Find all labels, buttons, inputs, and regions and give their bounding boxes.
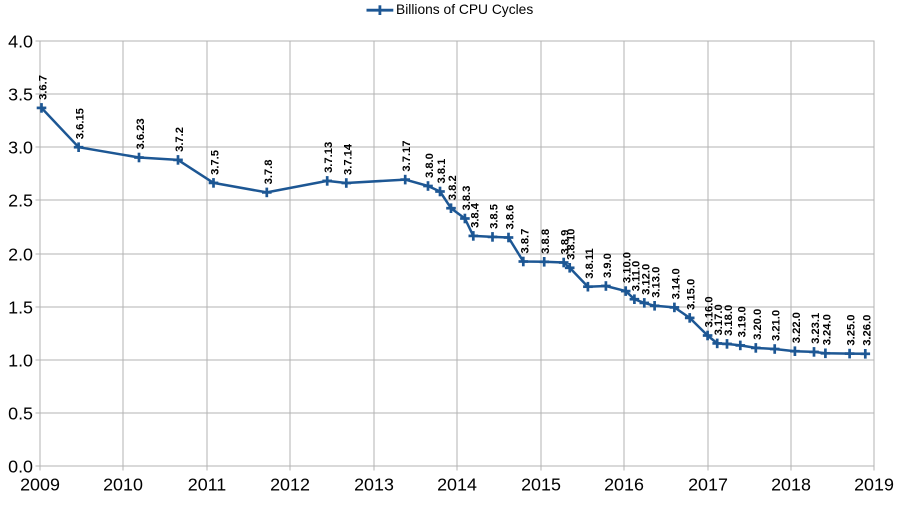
svg-text:3.9.0: 3.9.0 [602,253,614,278]
svg-text:3.0: 3.0 [8,138,33,158]
svg-text:Billions of CPU Cycles: Billions of CPU Cycles [396,2,533,17]
svg-text:3.22.0: 3.22.0 [791,312,803,343]
svg-text:2016: 2016 [604,474,644,494]
svg-text:3.8.3: 3.8.3 [461,186,473,211]
svg-text:1.5: 1.5 [8,298,33,318]
svg-text:2019: 2019 [854,474,894,494]
svg-text:3.12.0: 3.12.0 [640,264,652,295]
svg-text:3.5: 3.5 [8,85,33,105]
svg-text:0.0: 0.0 [8,457,33,477]
svg-text:3.17.0: 3.17.0 [713,304,725,335]
svg-text:3.14.0: 3.14.0 [670,268,682,299]
svg-text:3.8.1: 3.8.1 [436,159,448,184]
svg-text:3.21.0: 3.21.0 [771,310,783,341]
svg-text:2011: 2011 [188,474,227,494]
svg-text:3.25.0: 3.25.0 [846,314,858,345]
svg-text:3.7.2: 3.7.2 [174,127,186,152]
svg-text:3.6.23: 3.6.23 [135,118,147,149]
svg-text:3.8.10: 3.8.10 [566,229,578,260]
svg-text:3.8.0: 3.8.0 [424,153,436,178]
svg-text:3.8.6: 3.8.6 [505,205,517,230]
svg-text:0.5: 0.5 [8,404,33,424]
svg-text:1.0: 1.0 [8,351,33,371]
svg-text:3.26.0: 3.26.0 [861,315,873,346]
svg-text:2.5: 2.5 [8,191,33,211]
svg-text:2010: 2010 [103,474,143,494]
svg-text:3.7.5: 3.7.5 [210,150,222,175]
svg-text:2014: 2014 [437,474,477,494]
svg-text:3.7.14: 3.7.14 [342,143,354,175]
svg-text:3.7.13: 3.7.13 [323,142,335,173]
svg-text:2018: 2018 [771,474,811,494]
svg-text:3.8.2: 3.8.2 [447,175,459,200]
svg-text:3.8.8: 3.8.8 [540,229,552,254]
svg-text:2017: 2017 [688,474,728,494]
svg-text:2.0: 2.0 [8,245,33,265]
svg-text:3.8.5: 3.8.5 [489,204,501,229]
svg-text:2015: 2015 [521,474,561,494]
svg-text:3.16.0: 3.16.0 [704,296,716,327]
svg-text:3.8.7: 3.8.7 [519,229,531,254]
svg-text:3.8.11: 3.8.11 [584,248,596,279]
svg-text:3.15.0: 3.15.0 [686,279,698,310]
svg-text:3.7.17: 3.7.17 [401,140,413,171]
svg-text:3.20.0: 3.20.0 [752,309,764,340]
svg-text:2012: 2012 [270,474,310,494]
svg-text:4.0: 4.0 [8,32,33,52]
svg-text:3.8.4: 3.8.4 [469,202,481,228]
svg-text:3.19.0: 3.19.0 [736,306,748,337]
svg-text:3.18.0: 3.18.0 [723,305,735,336]
svg-text:3.6.7: 3.6.7 [38,75,50,100]
svg-text:3.23.1: 3.23.1 [810,313,822,344]
svg-text:3.11.0: 3.11.0 [630,261,642,292]
svg-text:3.7.8: 3.7.8 [263,160,275,185]
svg-text:2013: 2013 [354,474,394,494]
svg-text:3.13.0: 3.13.0 [651,267,663,298]
svg-text:3.8.9: 3.8.9 [560,230,572,255]
svg-text:3.6.15: 3.6.15 [75,108,87,139]
svg-text:2009: 2009 [20,474,60,494]
svg-text:3.24.0: 3.24.0 [821,314,833,345]
svg-text:3.10.0: 3.10.0 [622,252,634,283]
